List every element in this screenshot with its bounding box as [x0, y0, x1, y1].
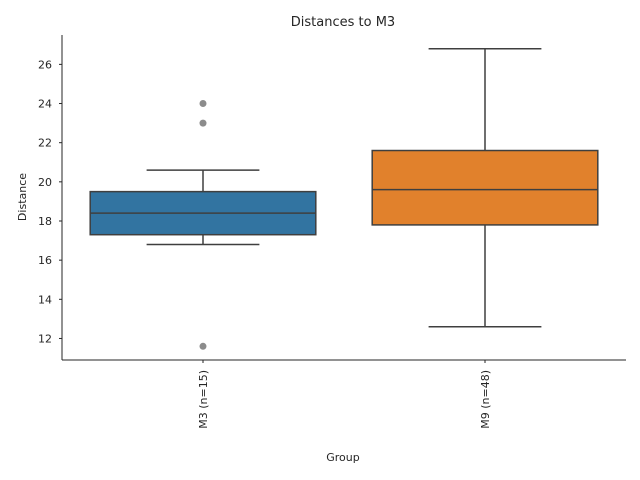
y-tick-label: 22 — [38, 137, 52, 150]
y-ticks: 12 14 16 18 20 22 24 26 — [38, 58, 62, 345]
y-tick-label: 20 — [38, 176, 52, 189]
y-axis-label: Distance — [16, 173, 29, 221]
y-tick-label: 26 — [38, 58, 52, 71]
box-group-2 — [371, 47, 599, 328]
x-ticks: M3 (n=15) M9 (n=48) — [197, 360, 492, 429]
iqr-box — [371, 149, 599, 226]
y-tick-label: 24 — [38, 98, 52, 111]
x-axis-label: Group — [326, 451, 360, 464]
plot-area — [89, 47, 599, 350]
x-tick-label: M9 (n=48) — [479, 370, 492, 429]
y-tick-label: 12 — [38, 332, 52, 345]
outlier-point — [199, 100, 207, 108]
chart-title: Distances to M3 — [291, 15, 395, 30]
outlier-point — [199, 342, 207, 350]
y-tick-label: 18 — [38, 215, 52, 228]
box-group-1 — [89, 100, 317, 350]
y-tick-label: 14 — [38, 293, 52, 306]
outlier-point — [199, 119, 207, 127]
y-tick-label: 16 — [38, 254, 52, 267]
x-tick-label: M3 (n=15) — [197, 370, 210, 429]
